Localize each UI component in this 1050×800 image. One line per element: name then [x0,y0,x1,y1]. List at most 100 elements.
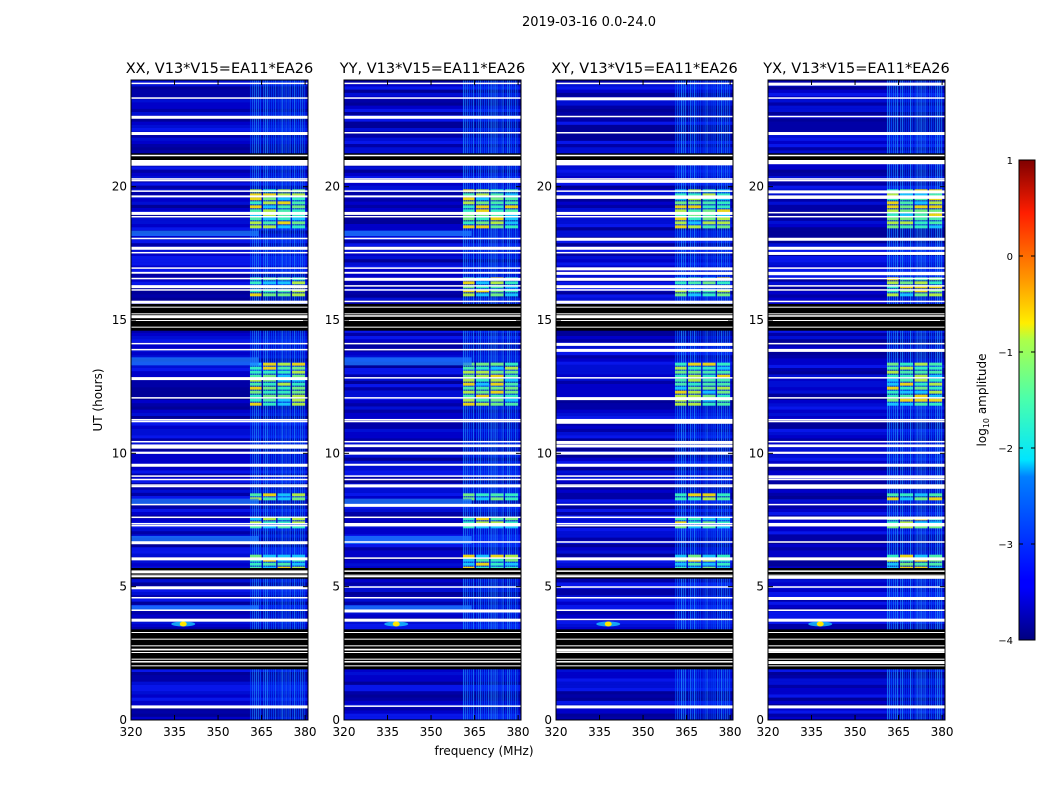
rfi-strong-cell [292,398,306,402]
noise-row [131,185,308,189]
rfi-strong-cell [505,382,519,386]
noise-row [556,422,733,426]
noise-row [344,275,521,279]
noise-row [768,230,945,234]
noise-row [344,611,521,615]
noise-row [768,134,945,138]
flag-line [344,638,521,640]
noise-row [768,470,945,474]
colorbar-label-sub: 10 [982,418,991,428]
rfi-strong-cell [263,402,277,406]
y-tick-label: 15 [112,313,127,327]
gap-line [768,300,945,303]
noise-row [768,140,945,144]
noise-row [556,499,733,503]
rfi-strong-cell [462,205,475,209]
gap-line [131,445,308,449]
noise-row [344,169,521,173]
rfi-strong-cell [702,390,716,394]
flag-line [344,574,521,576]
noise-row [131,384,308,388]
noise-row [556,579,733,583]
rfi-strong-cell [900,374,914,378]
gap-line [344,82,521,85]
gap-line [344,557,521,559]
flag-line [556,665,733,667]
noise-row [768,707,945,711]
noise-row [131,144,308,148]
noise-row [768,390,945,394]
rfi-strong-cell [929,213,943,217]
gap-line [131,609,308,611]
rfi-strong-cell [914,281,928,285]
noise-row [344,425,521,429]
noise-row [768,361,945,365]
noise-row [344,137,521,141]
noise-row [131,428,308,432]
gap-line [556,215,733,218]
flag-line [131,652,308,653]
noise-row [768,387,945,391]
noise-row [768,588,945,592]
noise-row [556,217,733,221]
rfi-strong-cell [462,217,475,221]
noise-row [556,531,733,535]
noise-row [131,204,308,208]
gap-line [131,289,308,291]
rfi-strong-cell [717,554,731,558]
noise-row [768,99,945,103]
flag-line [556,638,733,640]
rfi-strong-cell [490,497,504,501]
rfi-strong-cell [505,517,519,521]
rfi-strong-cell [263,289,277,293]
noise-row [556,681,733,685]
rfi-strong-cell [702,517,716,521]
noise-row [768,336,945,340]
noise-row [131,387,308,391]
rfi-strong-cell [490,390,504,394]
noise-row [556,675,733,679]
noise-row [556,518,733,522]
flag-line [768,574,945,576]
rfi-strong-cell [929,493,943,497]
gap-line [131,575,308,578]
rfi-strong-cell [505,197,519,201]
rfi-strong-cell [702,525,716,529]
noise-row [768,694,945,698]
noise-row [768,300,945,304]
noise-row [344,377,521,381]
rfi-strong-cell [717,562,731,566]
gap-line [131,342,308,345]
rfi-strong-cell [292,193,306,197]
noise-row [556,601,733,605]
rfi-strong-cell [674,402,687,406]
noise-row [344,489,521,493]
flag-line [344,658,521,660]
noise-row [556,252,733,256]
noise-row [556,713,733,717]
gap-line [768,215,945,218]
rfi-strong-cell [263,382,277,386]
noise-row [556,486,733,490]
rfi-strong-cell [717,366,731,370]
noise-row [768,227,945,231]
gap-line [556,503,733,506]
noise-row [344,166,521,170]
rfi-strong-cell [702,402,716,406]
noise-row [131,422,308,426]
rfi-strong-cell [688,201,702,205]
rfi-strong-cell [476,374,490,378]
noise-row [131,124,308,128]
noise-row [768,457,945,461]
noise-row [344,224,521,228]
rfi-strong-cell [914,554,928,558]
noise-row [131,291,308,295]
noise-row [131,112,308,116]
gap-line [344,541,521,543]
noise-row [131,710,308,714]
noise-row [556,86,733,90]
gap-line [344,179,521,183]
rfi-strong-cell [462,225,475,229]
rfi-strong-cell [929,225,943,229]
rfi-strong-cell [277,398,291,402]
